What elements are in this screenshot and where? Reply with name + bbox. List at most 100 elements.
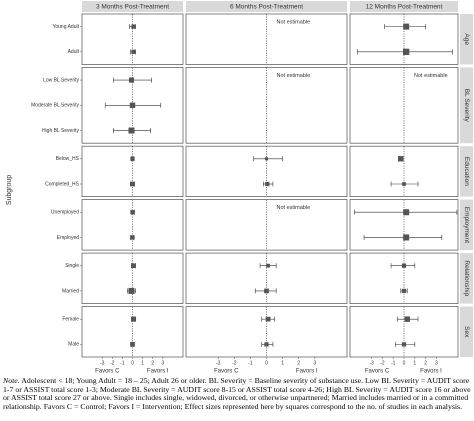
panel [349, 145, 459, 197]
subgroup-label: Single [65, 263, 79, 269]
x-tick-label: -1 [248, 360, 253, 366]
facet-label: BL Severity [463, 89, 470, 123]
panel [185, 199, 348, 251]
x-tick-label: 0 [265, 360, 268, 366]
x-tick-label: -2 [110, 360, 115, 366]
effect-square [402, 182, 406, 186]
x-tick-label: -3 [100, 360, 105, 366]
effect-square [131, 49, 136, 54]
not-estimable: Not estimable [277, 205, 311, 211]
effect-square [128, 127, 135, 134]
x-tick-label: -2 [232, 360, 237, 366]
x-tick-label: -1 [391, 360, 396, 366]
x-tick-label: 0 [403, 360, 406, 366]
subgroup-label: Young Adult [52, 24, 79, 30]
subgroup-label: Low BL Severity [43, 77, 79, 83]
effect-square [130, 235, 135, 240]
effect-square [130, 156, 135, 161]
effect-square [404, 316, 410, 322]
effect-square [130, 316, 137, 322]
effect-square [398, 156, 404, 162]
x-tick-label: -2 [380, 360, 385, 366]
effect-square [264, 288, 269, 294]
panel [81, 145, 184, 197]
not-estimable: Not estimable [277, 19, 311, 25]
row-strip [460, 146, 473, 197]
x-tick-label: 1 [281, 360, 284, 366]
column-title: 6 Months Post-Treatment [230, 4, 303, 11]
column-strip [350, 1, 458, 12]
effect-square [401, 288, 407, 294]
panel [81, 13, 184, 65]
note: Note. Adolescent < 18; Young Adult = 18 … [3, 376, 471, 412]
x-tick-label: -3 [216, 360, 221, 366]
panel [81, 252, 184, 304]
row-strip [460, 67, 473, 144]
panel [349, 199, 459, 251]
column-strip [186, 1, 347, 12]
x-tick-label: -1 [120, 360, 125, 366]
facet-label: Relationship [463, 260, 470, 296]
effect-square [266, 263, 270, 268]
row-strip [460, 253, 473, 304]
x-tick-label: 2 [424, 360, 427, 366]
panel [185, 252, 348, 304]
facet-label: Employment [463, 207, 470, 243]
subgroup-label: High BL Severity [42, 128, 80, 134]
column-strip [82, 1, 183, 12]
x-tick-label: 3 [313, 360, 316, 366]
subgroup-label: Married [62, 288, 79, 294]
subgroup-label: Unemployed [51, 210, 79, 216]
x-tick-label: 2 [297, 360, 300, 366]
row-strip [460, 14, 473, 65]
chart: Subgroup 3 Months Post-Treatment 6 Months… [6, 1, 473, 375]
favors-left: Favors C [95, 369, 120, 375]
panel [185, 306, 348, 358]
panel [81, 306, 184, 358]
note-label: Note. [3, 376, 20, 385]
facet-label: Age [463, 33, 470, 45]
not-estimable: Not estimable [414, 73, 448, 79]
x-tick-label: 3 [435, 360, 438, 366]
effect-square [131, 263, 136, 269]
effect-square [264, 157, 269, 161]
effect-square [129, 102, 136, 109]
panel [349, 306, 459, 358]
x-tick-label: 2 [151, 360, 154, 366]
favors-right: Favors I [147, 369, 169, 375]
subgroup-label: Completed_HS [45, 181, 80, 187]
note-text: Adolescent < 18; Young Adult = 18 – 25; … [3, 376, 471, 412]
effect-square [265, 181, 270, 187]
not-estimable: Not estimable [277, 73, 311, 79]
x-tick-label: -3 [369, 360, 374, 366]
panel [185, 145, 348, 197]
panel [81, 199, 184, 251]
x-tick-label: 0 [131, 360, 134, 366]
row-strip [460, 306, 473, 357]
row-strip [460, 199, 473, 251]
effect-square [130, 181, 135, 187]
panel [185, 67, 348, 144]
effect-square [128, 287, 135, 294]
effect-square [131, 24, 136, 29]
column-title: 12 Months Post-Treatment [366, 4, 443, 11]
subgroup-label: Moderate BL Severity [31, 103, 79, 109]
effect-square [401, 342, 407, 347]
subgroup-label: Female [62, 316, 79, 322]
x-tick-label: 1 [141, 360, 144, 366]
y-axis-title: Subgroup [6, 175, 13, 205]
favors-right: Favors I [296, 369, 318, 375]
effect-square [403, 23, 410, 30]
panel [349, 13, 459, 65]
favors-right: Favors I [420, 369, 442, 375]
subgroup-label: Male [68, 342, 79, 348]
facet-label: Education [463, 157, 470, 186]
x-tick-label: 1 [413, 360, 416, 366]
effect-square [130, 210, 135, 215]
panel [185, 13, 348, 65]
favors-left: Favors C [214, 369, 239, 375]
subgroup-label: Below_HS [56, 156, 80, 162]
subgroup-label: Employed [57, 235, 79, 241]
favors-left: Favors C [365, 369, 390, 375]
